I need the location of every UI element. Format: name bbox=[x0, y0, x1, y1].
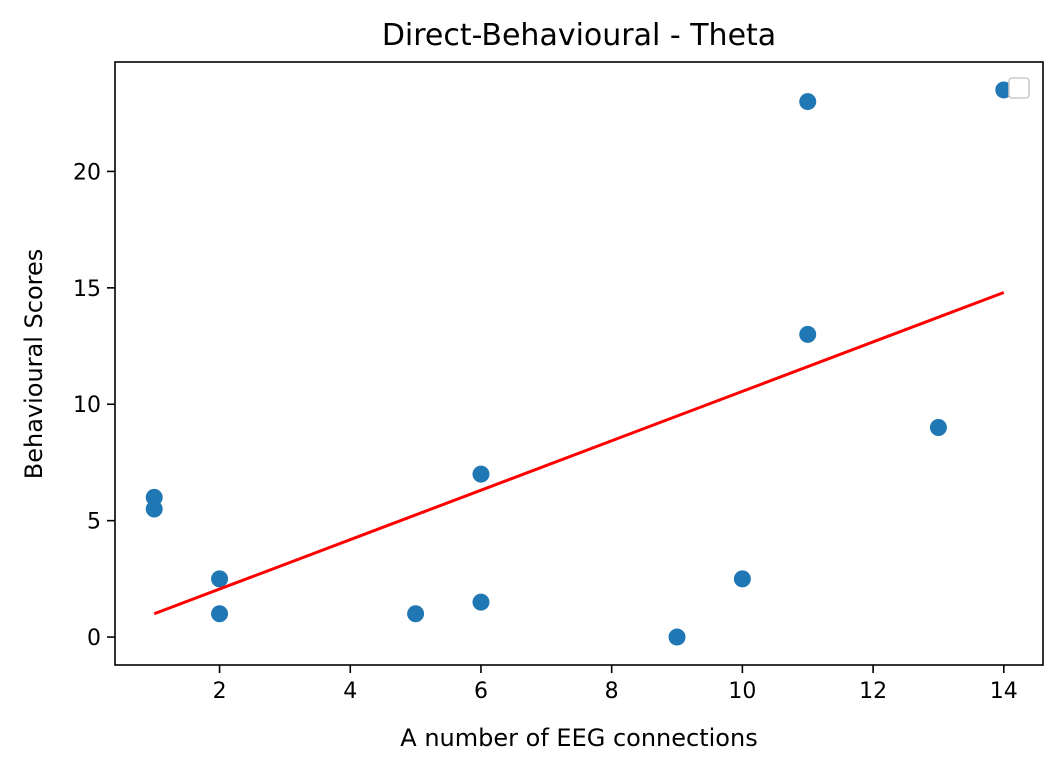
regression-line bbox=[153, 291, 1005, 616]
y-axis-label: Behavioural Scores bbox=[20, 249, 48, 480]
y-tick-label: 5 bbox=[87, 510, 101, 535]
y-tick-label: 10 bbox=[73, 393, 101, 418]
scatter-point bbox=[211, 605, 229, 623]
scatter-point bbox=[733, 570, 751, 588]
scatter-point bbox=[929, 419, 947, 437]
y-tick-label: 20 bbox=[73, 160, 101, 185]
x-axis-label: A number of EEG connections bbox=[400, 724, 757, 752]
scatter-point bbox=[799, 93, 817, 111]
x-tick-label: 10 bbox=[728, 679, 756, 704]
y-tick-label: 15 bbox=[73, 277, 101, 302]
chart-title: Direct-Behavioural - Theta bbox=[382, 18, 776, 53]
plot-area bbox=[145, 81, 1013, 646]
x-tick-label: 2 bbox=[213, 679, 227, 704]
scatter-point bbox=[799, 325, 817, 343]
x-axis: 2 4 6 8 10 12 14 bbox=[213, 665, 1018, 704]
x-tick-label: 14 bbox=[990, 679, 1018, 704]
x-tick-label: 6 bbox=[474, 679, 488, 704]
scatter-point bbox=[407, 605, 425, 623]
x-tick-label: 4 bbox=[343, 679, 357, 704]
scatter-point bbox=[472, 465, 490, 483]
scatter-point bbox=[145, 488, 163, 506]
scatter-point bbox=[472, 593, 490, 611]
legend-box bbox=[1008, 77, 1030, 99]
scatter-point bbox=[668, 628, 686, 646]
plot-frame bbox=[114, 61, 1044, 666]
scatter-point bbox=[145, 500, 163, 518]
y-tick-label: 0 bbox=[87, 626, 101, 651]
x-tick-label: 8 bbox=[605, 679, 619, 704]
y-axis: 0 5 10 15 20 bbox=[73, 160, 115, 651]
scatter-point bbox=[211, 570, 229, 588]
scatter-point bbox=[995, 81, 1013, 99]
x-tick-label: 12 bbox=[859, 679, 887, 704]
